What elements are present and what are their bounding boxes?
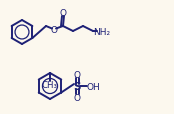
Text: O: O [74,70,81,79]
Text: CH₃: CH₃ [42,80,58,89]
Text: NH₂: NH₂ [93,27,110,36]
Text: OH: OH [86,82,100,91]
Text: O: O [50,25,57,34]
Text: S: S [73,81,81,91]
Text: O: O [74,94,81,103]
Text: O: O [60,9,67,18]
